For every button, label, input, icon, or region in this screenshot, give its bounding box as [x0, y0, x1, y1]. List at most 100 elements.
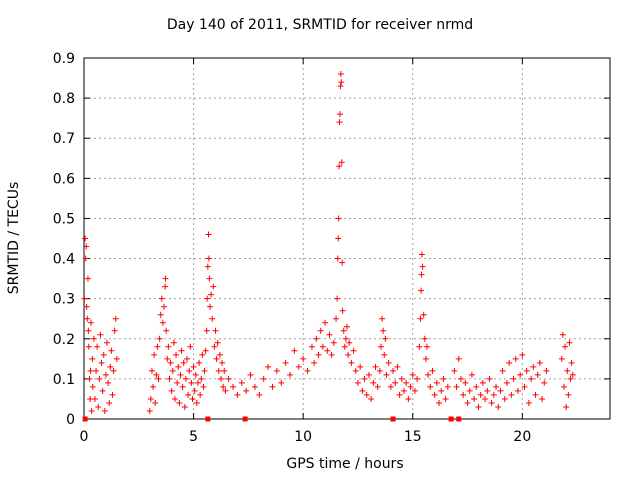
data-point: [153, 371, 160, 378]
data-point: [146, 407, 153, 414]
y-tick-label: 0.9: [53, 51, 75, 67]
data-point: [423, 343, 430, 350]
data-point: [486, 375, 493, 382]
data-point: [466, 387, 473, 394]
data-point: [169, 367, 176, 374]
data-point: [394, 363, 401, 370]
data-point: [405, 395, 412, 402]
data-point: [541, 379, 548, 386]
data-point: [164, 355, 171, 362]
data-point: [342, 335, 349, 342]
data-point: [219, 359, 226, 366]
data-point: [166, 375, 173, 382]
data-point: [162, 283, 169, 290]
data-point: [421, 335, 428, 342]
data-point: [230, 383, 237, 390]
y-tick-label: 0.7: [53, 131, 75, 147]
data-point: [86, 375, 93, 382]
data-point: [201, 367, 208, 374]
data-point: [158, 295, 165, 302]
data-point: [418, 271, 425, 278]
data-point: [460, 391, 467, 398]
data-point: [390, 367, 397, 374]
data-point: [156, 335, 163, 342]
data-point: [112, 315, 119, 322]
chart-title: Day 140 of 2011, SRMTID for receiver nrm…: [166, 17, 474, 33]
data-point: [501, 395, 508, 402]
data-point: [197, 391, 204, 398]
y-tick-label: 0.4: [53, 252, 75, 268]
data-point: [383, 371, 390, 378]
data-point: [213, 355, 220, 362]
data-point: [385, 359, 392, 366]
gap-marker: [456, 416, 462, 422]
data-point: [200, 383, 207, 390]
data-point: [436, 399, 443, 406]
data-point: [91, 395, 98, 402]
data-point: [194, 379, 201, 386]
data-point: [84, 275, 91, 282]
data-point: [85, 327, 92, 334]
data-point: [429, 367, 436, 374]
data-point: [206, 275, 213, 282]
data-point: [106, 399, 113, 406]
gap-marker: [242, 416, 248, 422]
x-axis-label: GPS time / hours: [286, 456, 404, 472]
data-point: [260, 375, 267, 382]
data-point: [208, 291, 215, 298]
data-point: [211, 343, 218, 350]
data-point: [484, 387, 491, 394]
data-point: [269, 383, 276, 390]
data-point: [409, 371, 416, 378]
data-point: [400, 387, 407, 394]
data-point: [110, 367, 117, 374]
data-point: [370, 379, 377, 386]
data-point: [344, 323, 350, 330]
data-point: [340, 327, 347, 334]
data-point: [392, 379, 399, 386]
data-point: [379, 315, 386, 322]
data-point: [336, 111, 343, 118]
data-point: [205, 231, 212, 238]
x-tick-label: 15: [404, 429, 422, 445]
data-point: [335, 215, 342, 222]
y-tick-label: 0.8: [53, 91, 75, 107]
data-point: [150, 383, 157, 390]
data-point: [333, 315, 340, 322]
data-point: [562, 343, 569, 350]
data-point: [336, 119, 343, 126]
data-point: [189, 395, 196, 402]
data-point: [569, 371, 576, 378]
data-point: [282, 359, 289, 366]
data-point: [162, 275, 169, 282]
data-point: [173, 351, 180, 358]
data-point: [315, 351, 322, 358]
data-point: [419, 263, 426, 270]
data-point: [84, 315, 91, 322]
data-point: [157, 311, 164, 318]
data-point: [335, 235, 342, 242]
data-point: [243, 387, 250, 394]
data-point: [165, 343, 172, 350]
data-point: [152, 399, 159, 406]
data-point: [182, 375, 189, 382]
data-point: [184, 355, 191, 362]
data-point: [174, 379, 181, 386]
data-point: [377, 343, 384, 350]
data-point: [101, 407, 108, 414]
data-point: [93, 367, 100, 374]
data-point: [471, 395, 478, 402]
data-point: [198, 375, 205, 382]
data-point: [559, 331, 566, 338]
data-point: [295, 363, 302, 370]
data-point: [214, 339, 221, 346]
data-point: [180, 359, 187, 366]
data-point: [455, 355, 462, 362]
gap-marker: [82, 416, 88, 422]
data-point: [418, 287, 425, 294]
data-point: [97, 331, 104, 338]
data-point: [473, 383, 480, 390]
data-point: [433, 379, 440, 386]
data-point: [414, 375, 421, 382]
